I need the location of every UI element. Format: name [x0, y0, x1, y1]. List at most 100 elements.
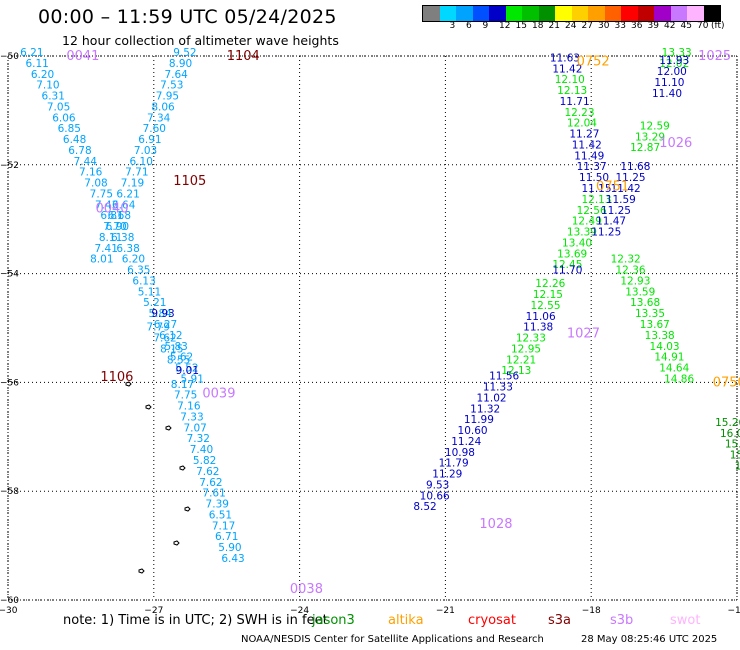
wave-height-value: 7.19 — [121, 178, 144, 190]
pass-time-label: 0751 — [596, 180, 629, 195]
pass-time-label: 1025 — [698, 49, 731, 64]
wave-height-value: 9.52 — [173, 47, 196, 59]
wave-height-value: 10.60 — [458, 425, 488, 437]
island-outline — [184, 506, 191, 512]
wave-height-value: 11.32 — [470, 403, 500, 415]
wave-height-value: 12.13 — [557, 85, 587, 97]
wave-height-value: 6.31 — [42, 91, 65, 103]
map-frame — [7, 55, 738, 601]
wave-height-value: 11.29 — [432, 469, 462, 481]
wave-height-value: 7.60 — [143, 123, 166, 135]
wave-height-value: 7.44 — [74, 156, 98, 168]
source-label-s3b: s3b — [610, 613, 634, 628]
wave-height-value: 12.87 — [630, 142, 660, 154]
pass-time-label: 1026 — [659, 136, 692, 151]
pass-time-label: 0752 — [577, 54, 610, 69]
lon-tick-label: −18 — [582, 606, 601, 616]
wave-height-value: 11.25 — [616, 172, 646, 184]
legend-tick-label: 27 — [581, 21, 593, 31]
legend-tick-label: 39 — [647, 21, 659, 31]
island-outline — [179, 465, 186, 471]
wave-height-value: 7.05 — [47, 101, 70, 113]
source-label-s3a: s3a — [548, 613, 572, 628]
wave-height-value: 6.10 — [130, 156, 153, 168]
legend-swatch — [604, 6, 621, 21]
wave-height-value: 7.70 — [103, 221, 126, 233]
wave-height-value: 11.56 — [489, 371, 519, 383]
lat-tick-label: −58 — [0, 487, 19, 497]
legend-swatch — [670, 6, 687, 21]
lat-tick-label: −54 — [0, 270, 19, 280]
legend-unit: (ft) — [711, 21, 725, 31]
wave-height-value: 7.71 — [125, 167, 148, 179]
legend-swatch — [571, 6, 588, 21]
wave-height-value: 7.75 — [90, 188, 113, 200]
wave-height-value: 6.43 — [221, 553, 244, 565]
wave-height-value: 13.59 — [625, 286, 655, 298]
wave-height-value: 11.27 — [569, 129, 599, 141]
wave-height-value: 15.2 — [730, 450, 740, 462]
legend-swatch — [456, 6, 473, 21]
wave-height-value: 12.93 — [620, 275, 650, 287]
legend-tick-label: 9 — [482, 21, 489, 31]
wave-height-value: 9.93 — [151, 308, 174, 320]
wave-height-value: 6.35 — [127, 265, 150, 277]
pass-time-label: 1027 — [567, 326, 600, 341]
wave-height-value: 12.56 — [577, 205, 607, 217]
color-scale-legend — [422, 5, 721, 22]
wave-height-value: 6.12 — [159, 330, 182, 342]
wave-height-value: 6.68 — [108, 210, 131, 222]
wave-height-value: 8.90 — [169, 58, 192, 70]
wave-height-value: 14.91 — [654, 352, 684, 364]
wave-height-value: 12.15 — [533, 289, 563, 301]
island-outline — [173, 540, 180, 546]
legend-swatch — [522, 6, 539, 21]
source-label-cryosat: cryosat — [468, 613, 516, 628]
legend-tick-label: 33 — [614, 21, 626, 31]
wave-height-value: 13.67 — [640, 319, 670, 331]
generated-timestamp: 28 May 08:25:46 UTC 2025 — [581, 634, 718, 645]
wave-height-value: 6.51 — [209, 509, 232, 521]
wave-height-value: 10.98 — [445, 447, 475, 459]
wave-height-value: 12.26 — [535, 278, 565, 290]
legend-tick-label: 45 — [680, 21, 692, 31]
wave-height-value: 13.33 — [662, 47, 692, 59]
wave-height-value: 12.55 — [530, 300, 560, 312]
wave-height-value: 5.82 — [193, 455, 216, 467]
wave-height-value: 6.38 — [116, 243, 139, 255]
legend-swatch — [654, 6, 671, 21]
wave-height-value: 11.71 — [560, 96, 590, 108]
wave-height-value: 11.49 — [574, 150, 604, 162]
island-outline — [165, 425, 172, 431]
legend-tick-label: 70 — [697, 21, 709, 31]
wave-height-value: 6.71 — [215, 531, 238, 543]
page-subtitle: 12 hour collection of altimeter wave hei… — [62, 33, 339, 48]
wave-height-value: 13.39 — [567, 227, 597, 239]
wave-height-value: 6.20 — [122, 254, 145, 266]
wave-height-value: 11.42 — [611, 183, 641, 195]
wave-height-value: 11.42 — [552, 63, 582, 75]
legend-swatch — [538, 6, 555, 21]
wave-height-value: 13.38 — [645, 330, 675, 342]
wave-height-value: 7.79 — [147, 322, 170, 334]
pass-time-label: 0040 — [95, 201, 128, 216]
wave-height-value: 7.43 — [95, 199, 118, 211]
legend-swatch — [588, 6, 605, 21]
lat-tick-label: −56 — [0, 378, 19, 388]
wave-height-value: 5.62 — [170, 352, 193, 364]
wave-height-value: 10.66 — [420, 490, 450, 502]
wave-height-value: 15.26 — [715, 417, 740, 429]
source-label-swot: swot — [670, 613, 701, 628]
wave-height-value: 12.21 — [506, 354, 536, 366]
wave-height-value: 12.49 — [572, 216, 602, 228]
wave-height-value: 11.59 — [606, 194, 636, 206]
pass-time-label: 1106 — [100, 370, 133, 385]
wave-height-value: 13.35 — [635, 308, 665, 320]
legend-swatch — [621, 6, 638, 21]
wave-height-value: 6.21 — [20, 47, 43, 59]
pass-time-label: 0039 — [202, 386, 235, 401]
wave-height-value: 11.63 — [550, 52, 580, 64]
wave-height-value: 12.95 — [511, 343, 541, 355]
pass-time-label: 0038 — [290, 582, 323, 597]
wave-height-value: 14.03 — [650, 341, 680, 353]
